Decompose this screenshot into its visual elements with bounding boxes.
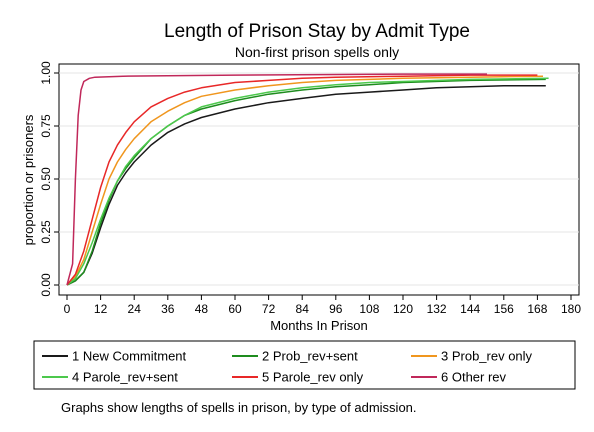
series-line [66,84,546,286]
x-tick-label: 0 [64,302,71,316]
series-line [66,75,544,286]
y-tick-label: 0.50 [39,167,53,191]
x-tick-label: 156 [494,302,514,316]
x-tick-label: 72 [262,302,276,316]
x-tick-label: 36 [161,302,175,316]
legend-label: 3 Prob_rev only [441,349,533,364]
x-tick-label: 60 [228,302,242,316]
legend-label: 2 Prob_rev+sent [262,349,358,364]
x-tick-label: 144 [460,302,480,316]
x-axis: 0 12 24 36 48 60 72 84 96 108 120 132 144 156 168 180 [64,295,581,316]
chart-subtitle: Non-first prison spells only [235,44,399,60]
series-line [66,73,487,286]
y-tick-label: 0.25 [39,220,53,244]
y-tick-label: 0.00 [39,273,53,297]
x-tick-label: 168 [527,302,547,316]
y-tick-label: 1.00 [39,61,53,85]
x-tick-label: 120 [393,302,413,316]
series-line [66,77,549,286]
legend-label: 5 Parole_rev only [262,370,364,385]
x-tick-label: 96 [329,302,343,316]
legend-label: 6 Other rev [441,370,507,385]
x-axis-label: Months In Prison [270,318,368,333]
chart-title: Length of Prison Stay by Admit Type [164,21,470,42]
x-tick-label: 24 [128,302,142,316]
legend [33,340,576,390]
legend-label: 1 New Commitment [72,349,187,364]
x-tick-label: 84 [296,302,310,316]
x-tick-label: 12 [94,302,108,316]
series-lines [66,73,549,286]
series-line [66,74,538,286]
x-tick-label: 108 [359,302,379,316]
legend-label: 4 Parole_rev+sent [72,370,178,385]
x-tick-label: 48 [195,302,209,316]
y-tick-label: 0.75 [39,114,53,138]
y-axis-label: proportion or prisoners [21,114,36,245]
chart-note: Graphs show lengths of spells in prison,… [61,400,417,415]
grid [59,72,579,286]
legend-items: 1 New Commitment 2 Prob_rev+sent 3 Prob_re… [42,349,533,385]
y-axis: 0.00 0.25 0.50 0.75 1.00 [39,61,59,297]
x-tick-label: 180 [561,302,581,316]
x-tick-label: 132 [427,302,447,316]
